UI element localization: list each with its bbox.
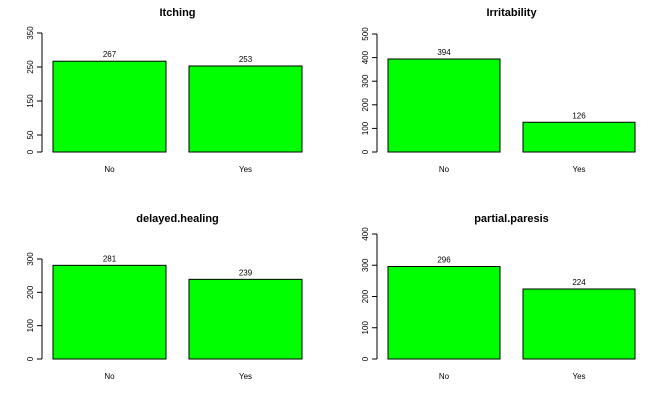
data-label: 253 [239,55,253,64]
y-tick-label: 0 [361,149,370,154]
bar [387,58,501,153]
y-tick-label: 300 [361,258,370,272]
y-tick-label: 250 [26,60,35,74]
category-label: No [104,165,115,174]
bar [52,264,167,360]
category-label: Yes [239,165,252,174]
bar [188,65,303,153]
y-tick-label: 300 [26,252,35,266]
bar [52,60,167,153]
data-label: 394 [437,48,451,57]
category-label: No [439,165,450,174]
y-tick-label: 0 [26,149,35,154]
category-label: Yes [239,372,252,381]
y-tick-label: 200 [361,289,370,303]
data-label: 281 [103,254,117,263]
y-tick-label: 500 [361,27,370,41]
y-tick-label: 350 [26,26,35,40]
chart-title: delayed.healing [136,213,219,225]
chart-title: Irritability [486,7,537,19]
y-tick-label: 100 [361,121,370,135]
data-label: 126 [572,111,586,120]
y-tick-label: 0 [26,356,35,361]
data-label: 224 [572,278,586,287]
y-tick-label: 100 [26,318,35,332]
y-tick-label: 400 [361,227,370,241]
y-tick-label: 0 [361,356,370,361]
y-tick-label: 100 [361,321,370,335]
y-tick-label: 150 [26,94,35,108]
chart-title: Itching [159,7,195,19]
category-label: No [439,372,450,381]
data-label: 239 [239,268,253,277]
y-tick-label: 200 [26,285,35,299]
chart-title: partial.paresis [474,213,549,225]
category-label: Yes [572,165,585,174]
y-tick-label: 200 [361,98,370,112]
data-label: 267 [103,50,117,59]
bar [387,266,501,360]
y-tick-label: 400 [361,50,370,64]
bar [522,121,636,153]
y-tick-label: 50 [26,130,35,139]
category-label: Yes [572,372,585,381]
data-label: 296 [437,256,451,265]
bar [188,278,303,360]
bar [522,288,636,360]
category-label: No [104,372,115,381]
y-tick-label: 300 [361,74,370,88]
